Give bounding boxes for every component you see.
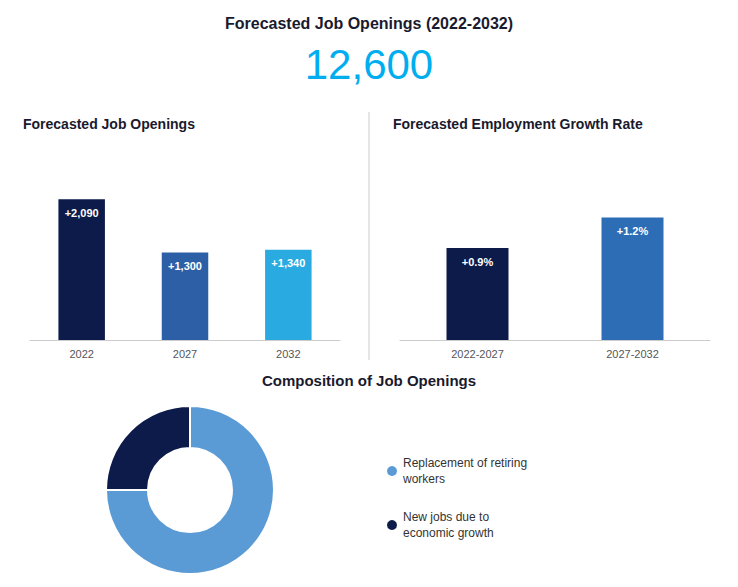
svg-text:2027-2032: 2027-2032 [606, 348, 659, 360]
svg-text:Replacement of retiring: Replacement of retiring [403, 456, 527, 470]
svg-text:Forecasted Employment Growth R: Forecasted Employment Growth Rate [393, 116, 643, 132]
svg-text:New jobs due to: New jobs due to [403, 510, 489, 524]
svg-text:2022: 2022 [69, 348, 93, 360]
svg-text:+1.2%: +1.2% [617, 225, 649, 237]
svg-text:+1,340: +1,340 [271, 257, 305, 269]
svg-text:Composition of Job Openings: Composition of Job Openings [262, 372, 476, 389]
svg-text:+1,300: +1,300 [168, 260, 202, 272]
svg-text:workers: workers [402, 472, 445, 486]
svg-text:2027: 2027 [173, 348, 197, 360]
svg-text:Forecasted Job Openings: Forecasted Job Openings [23, 116, 195, 132]
svg-text:+0.9%: +0.9% [462, 256, 494, 268]
svg-text:+2,090: +2,090 [65, 207, 99, 219]
svg-text:Forecasted Job Openings (2022-: Forecasted Job Openings (2022-2032) [225, 15, 513, 32]
svg-text:economic growth: economic growth [403, 526, 494, 540]
svg-text:12,600: 12,600 [305, 41, 433, 88]
svg-text:2032: 2032 [276, 348, 300, 360]
svg-text:2022-2027: 2022-2027 [451, 348, 504, 360]
